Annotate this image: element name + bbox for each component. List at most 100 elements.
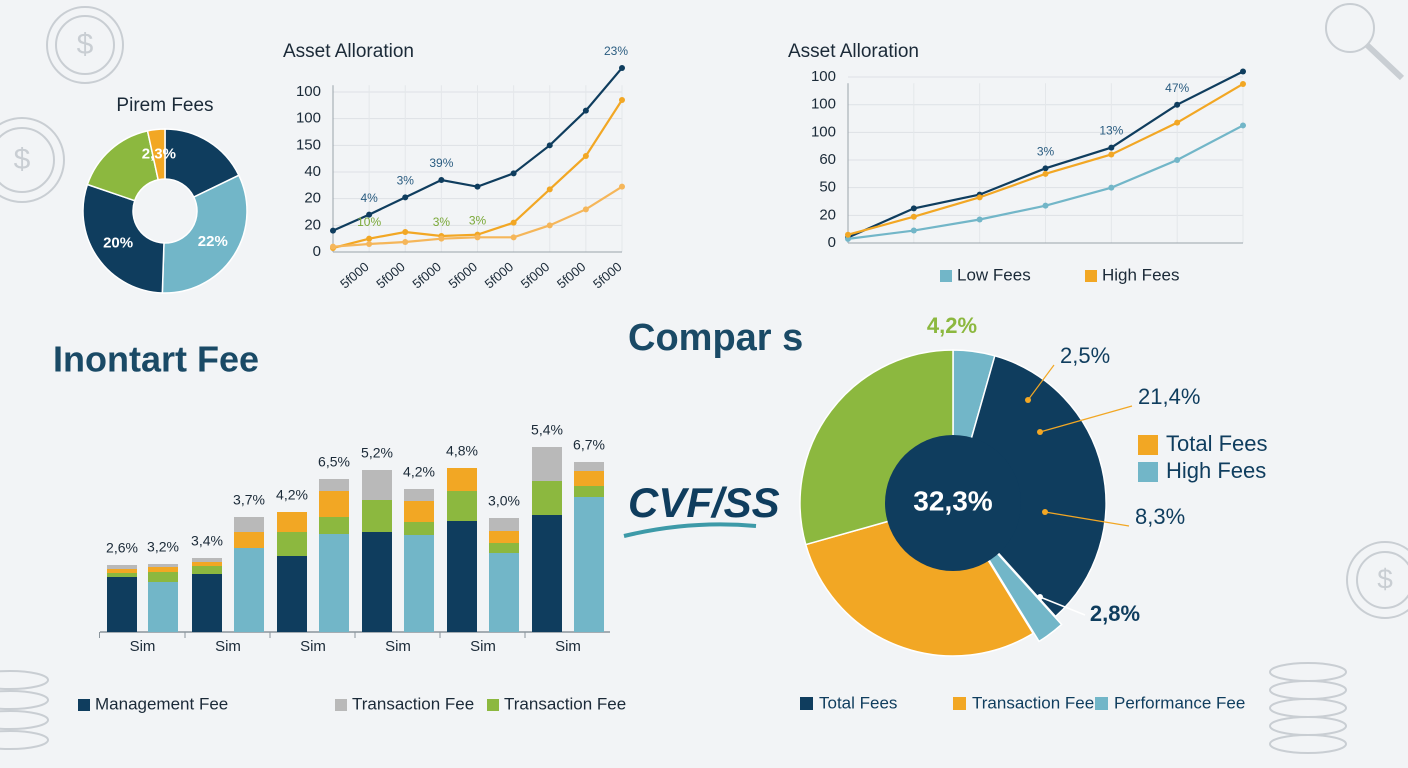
point — [845, 231, 851, 238]
legend-label: Transaction Fee — [352, 694, 474, 713]
x-tick-label: 5f000 — [554, 259, 589, 291]
bar-segment — [489, 518, 519, 531]
total-label: 3,7% — [233, 492, 265, 508]
legend-label: Performance Fee — [1114, 693, 1245, 712]
total-label: 4,2% — [276, 487, 308, 503]
pie-slice — [86, 129, 160, 202]
legend-swatch — [78, 699, 90, 711]
point — [582, 107, 589, 114]
point — [438, 176, 445, 183]
bar-segment — [404, 501, 434, 522]
callout-label: 8,3% — [1135, 504, 1185, 529]
y-tick-label: 100 — [811, 123, 836, 140]
callout-line — [1044, 511, 1130, 527]
point — [619, 183, 625, 190]
y-tick-label: 50 — [819, 179, 836, 196]
y-tick-label: 60 — [819, 151, 836, 168]
bar-segment — [234, 532, 264, 548]
bar-segment — [489, 531, 519, 543]
callout-line — [1027, 364, 1055, 401]
bar-segment — [447, 521, 477, 632]
point — [366, 240, 373, 247]
legend-swatch — [800, 697, 813, 710]
point — [910, 213, 917, 220]
point — [402, 228, 409, 235]
bar-segment — [107, 573, 137, 577]
point — [910, 205, 917, 212]
bar-segment — [404, 535, 434, 632]
callout-label: 21,4% — [1138, 384, 1200, 409]
point — [1042, 165, 1049, 172]
x-tick-label: 5f000 — [446, 259, 481, 291]
legend-label: Total Fees — [1166, 431, 1268, 456]
x-tick-label: 5f000 — [409, 259, 444, 291]
x-tick-label: Sim — [300, 638, 326, 655]
legend-label: Management Fee — [95, 694, 228, 713]
bar-segment — [574, 486, 604, 497]
pie-slice — [161, 174, 248, 294]
point-label: 3% — [397, 173, 415, 187]
total-label: 6,7% — [573, 437, 605, 453]
center-disk — [885, 435, 1021, 571]
chart-title: Asset Alloration — [788, 41, 919, 62]
bar-segment — [148, 564, 178, 567]
legend-swatch — [1085, 270, 1097, 282]
legend-label: High Fees — [1166, 458, 1266, 483]
point — [366, 235, 373, 242]
x-tick-label: Sim — [130, 638, 156, 655]
bar-segment — [532, 515, 562, 632]
slice-label: 22% — [198, 233, 228, 250]
point — [474, 183, 481, 190]
point — [1240, 68, 1246, 75]
bar-segment — [319, 534, 349, 632]
point — [1108, 144, 1115, 151]
bar-segment — [277, 532, 307, 556]
total-label: 2,6% — [106, 540, 138, 556]
point — [582, 206, 589, 213]
point-label: 23% — [604, 44, 628, 58]
pie-slice — [82, 183, 165, 294]
legend-swatch — [940, 270, 952, 282]
slice-label: 2,8% — [1090, 601, 1140, 626]
x-tick-label: Sim — [215, 638, 241, 655]
point — [330, 243, 336, 250]
legend-swatch — [487, 699, 499, 711]
point — [402, 238, 409, 245]
total-label: 3,2% — [147, 539, 179, 555]
point — [510, 170, 517, 177]
point — [1108, 184, 1115, 191]
y-tick-label: 150 — [296, 136, 321, 153]
x-tick-label: Sim — [385, 638, 411, 655]
pie-slice — [952, 354, 1107, 618]
bar-segment — [148, 582, 178, 632]
chart-title: Inontart Fee — [53, 339, 259, 380]
y-tick-label: 20 — [304, 216, 321, 233]
point — [438, 235, 445, 242]
bar-segment — [362, 500, 392, 532]
point — [330, 227, 336, 234]
bar-segment — [447, 491, 477, 521]
point — [546, 222, 553, 229]
chart-title: Compar s — [628, 317, 803, 359]
slice-label: 20% — [103, 234, 133, 251]
bar-segment — [574, 497, 604, 632]
bar-segment — [532, 447, 562, 481]
y-tick-label: 100 — [811, 68, 836, 85]
point — [1174, 157, 1181, 164]
bar-segment — [107, 577, 137, 632]
total-label: 4,2% — [403, 464, 435, 480]
legend-swatch — [953, 697, 966, 710]
point — [402, 194, 409, 201]
bar-segment — [192, 566, 222, 574]
point — [845, 235, 851, 242]
legend-swatch — [1138, 462, 1158, 482]
bar-segment — [107, 569, 137, 573]
bar-segment — [362, 532, 392, 632]
bar-segment — [234, 548, 264, 632]
point-label: 3% — [433, 215, 451, 229]
point-label: 47% — [1165, 81, 1189, 95]
y-tick-label: 40 — [304, 163, 321, 180]
total-label: 5,2% — [361, 445, 393, 461]
y-tick-label: 20 — [304, 190, 321, 207]
